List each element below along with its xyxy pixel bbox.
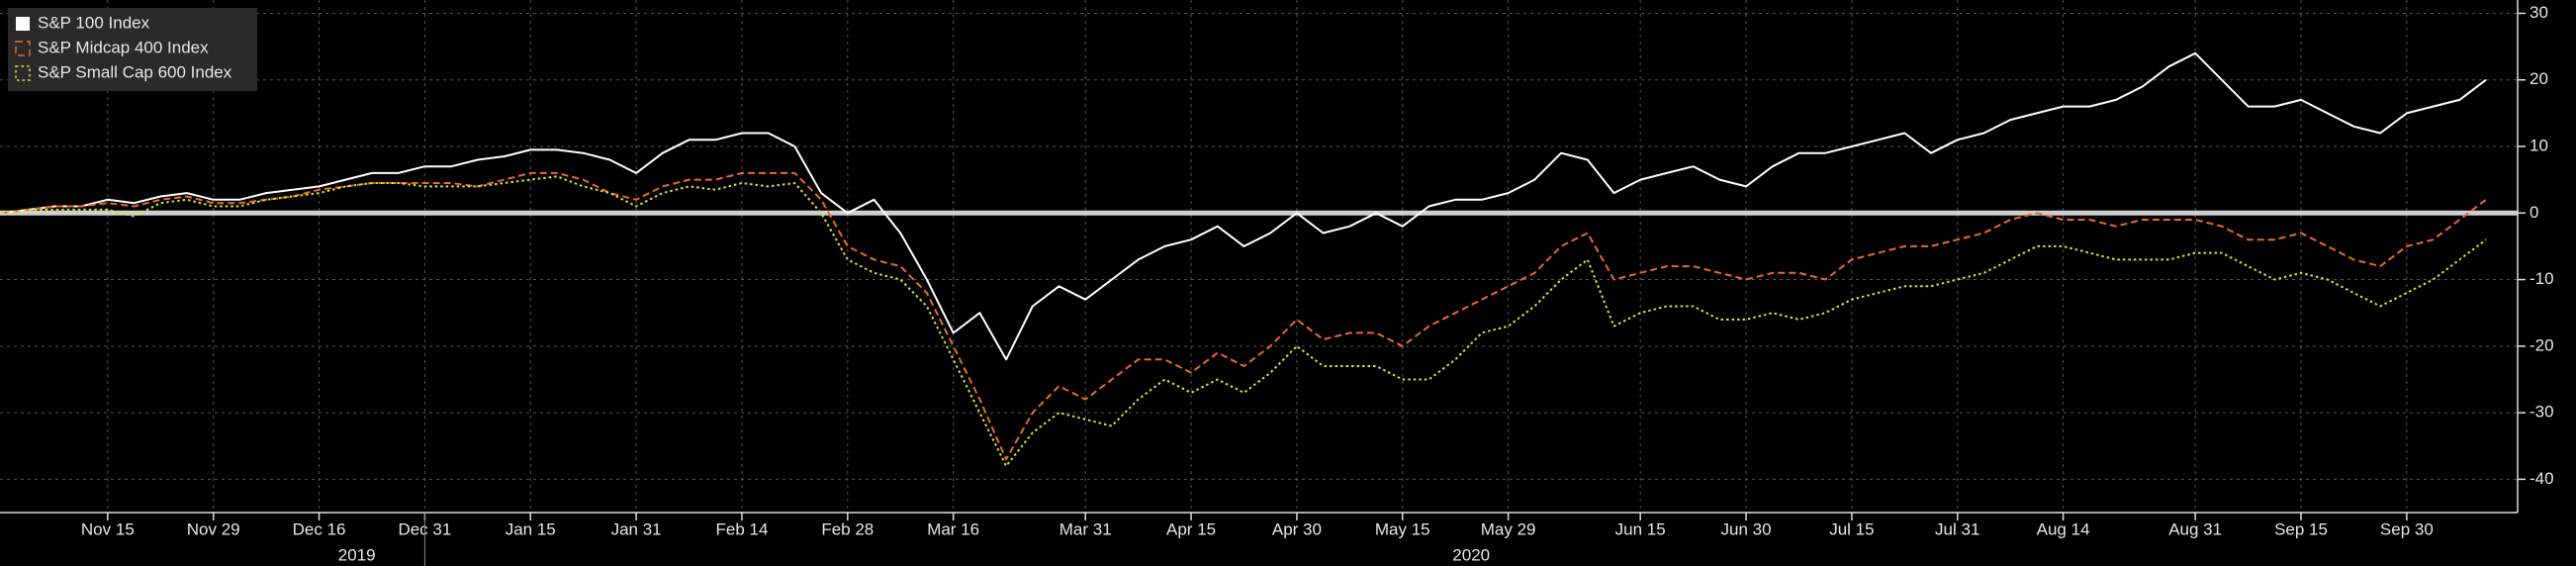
x-tick-label: Mar 31 <box>1059 519 1112 538</box>
y-tick-label: 20 <box>2530 69 2548 88</box>
legend-label: S&P Small Cap 600 Index <box>38 62 232 81</box>
legend-marker <box>15 41 31 56</box>
x-tick-label: Nov 29 <box>187 519 240 538</box>
series-line <box>1 171 2487 461</box>
series-line <box>1 51 2487 361</box>
x-tick-label: Nov 15 <box>81 519 135 538</box>
legend-label: S&P Midcap 400 Index <box>38 38 209 56</box>
x-tick-label: Dec 16 <box>293 519 346 538</box>
x-tick-label: May 15 <box>1375 519 1430 538</box>
x-tick-label: Apr 15 <box>1166 519 1216 538</box>
y-tick-label: -40 <box>2530 469 2554 488</box>
legend-marker <box>15 65 31 81</box>
x-tick-label: Sep 15 <box>2274 519 2328 538</box>
x-tick-label: Jul 31 <box>1935 519 1979 538</box>
y-tick-label: -20 <box>2530 335 2554 354</box>
x-tick-label: May 29 <box>1481 519 1536 538</box>
x-tick-label: Mar 16 <box>927 519 979 538</box>
x-tick-label: Jan 31 <box>611 519 662 538</box>
y-tick-label: -10 <box>2530 269 2554 288</box>
legend-box <box>8 8 257 91</box>
series-line <box>1 175 2487 467</box>
x-tick-label: Aug 31 <box>2168 519 2222 538</box>
legend-label: S&P 100 Index <box>38 13 150 32</box>
year-label: 2019 <box>338 545 376 564</box>
x-tick-label: Feb 28 <box>821 519 874 538</box>
legend: S&P 100 Index S&P Midcap 400 Index S&P Sma… <box>8 8 257 91</box>
y-tick-label: 0 <box>2530 203 2538 222</box>
x-tick-label: Jun 15 <box>1615 519 1666 538</box>
x-tick-label: Sep 30 <box>2380 519 2434 538</box>
y-tick-label: -30 <box>2530 403 2554 422</box>
y-tick-label: 10 <box>2530 136 2548 154</box>
x-tick-label: Feb 14 <box>715 519 768 538</box>
year-label: 2020 <box>1452 545 1490 564</box>
y-tick-label: 30 <box>2530 3 2548 22</box>
legend-marker <box>16 17 30 31</box>
x-tick-label: Aug 14 <box>2037 519 2090 538</box>
x-tick-label: Jul 15 <box>1829 519 1874 538</box>
x-tick-label: Jan 15 <box>506 519 556 538</box>
x-tick-label: Apr 30 <box>1272 519 1322 538</box>
x-tick-label: Jun 30 <box>1721 519 1772 538</box>
